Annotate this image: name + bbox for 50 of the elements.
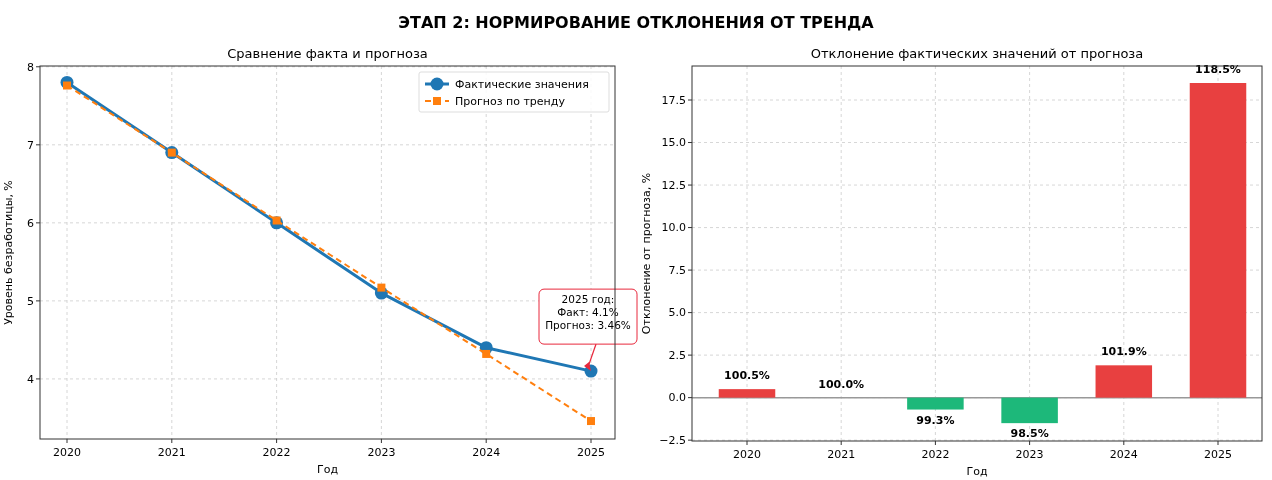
y-tick-label: −2.5: [659, 434, 686, 447]
y-axis-title: Уровень безработицы, %: [2, 180, 15, 325]
y-axis-title: Отклонение от прогноза, %: [640, 172, 653, 335]
x-tick-label: 2024: [472, 446, 501, 459]
x-tick-label: 2020: [53, 446, 81, 459]
y-tick-label: 2.5: [668, 348, 686, 362]
y-tick-label: 17.5: [661, 93, 686, 107]
x-tick-label: 2024: [1109, 448, 1138, 461]
annotation: 100.5%: [724, 369, 770, 383]
annotation: 101.9%: [1100, 345, 1147, 359]
point: [587, 417, 595, 426]
x-tick-label: 2020: [733, 448, 761, 461]
x-tick-label: 2025: [577, 446, 605, 459]
point: [482, 349, 491, 358]
annotation: 118.5%: [1195, 63, 1241, 77]
x-axis-title: Год: [316, 463, 339, 476]
bar: [718, 389, 776, 398]
x-tick-label: 2022: [921, 448, 950, 461]
y-tick-label: 12.5: [661, 178, 686, 192]
annotation: 100.0%: [818, 377, 865, 391]
bar: [1189, 83, 1247, 398]
x-tick-label: 2021: [157, 446, 186, 459]
y-tick-label: 0.0: [668, 391, 686, 405]
point: [377, 283, 386, 292]
x-tick-label: 2023: [367, 446, 396, 459]
y-tick-label: 7: [27, 138, 34, 152]
x-tick-label: 2023: [1015, 448, 1044, 461]
x-axis-title: Год: [966, 465, 988, 478]
bar: [907, 397, 964, 410]
y-tick-label: 5: [27, 294, 34, 308]
y-tick-label: 4: [27, 372, 34, 386]
annotation: 2025 год: Факт: 4.1% Прогноз: 3.46%: [545, 293, 631, 332]
x-tick-label: 2022: [262, 446, 291, 459]
annotation: 99.3%: [916, 413, 955, 427]
y-tick-label: 15.0: [661, 136, 686, 150]
legend-label: Прогноз по тренду: [455, 94, 566, 108]
y-tick-label: 10.0: [661, 221, 686, 235]
legend-label: Фактические значения: [455, 77, 589, 91]
annotation: 98.5%: [1010, 427, 1049, 441]
chart-subtitle: Отклонение фактических значений от прогноза: [810, 46, 1144, 61]
bar: [1001, 397, 1058, 424]
y-tick-label: 7.5: [668, 263, 686, 277]
y-tick-label: 8: [27, 60, 34, 74]
chart-subtitle: Сравнение факта и прогноза: [227, 46, 428, 61]
x-tick-label: 2025: [1204, 448, 1232, 461]
x-tick-label: 2021: [827, 448, 856, 461]
y-tick-label: 5.0: [668, 306, 686, 320]
bar: [1095, 365, 1153, 398]
y-tick-label: 6: [27, 216, 34, 230]
chart-title: ЭТАП 2: НОРМИРОВАНИЕ ОТКЛОНЕНИЯ ОТ ТРЕНДА: [398, 13, 875, 32]
